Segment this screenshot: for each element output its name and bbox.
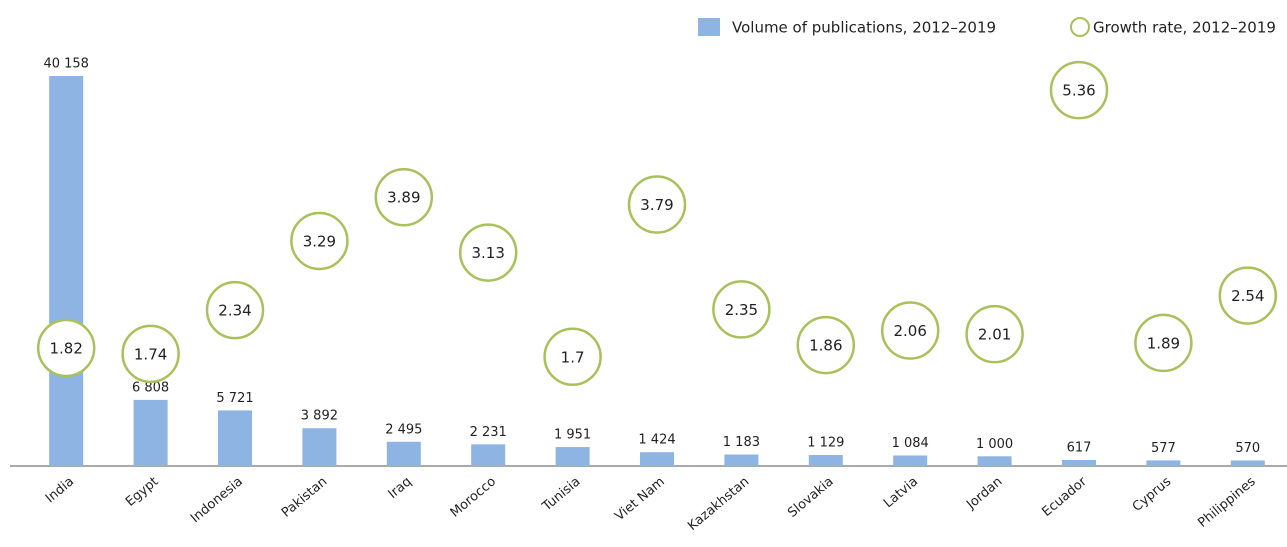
growth-label: 1.74 — [134, 345, 167, 363]
growth-marker — [374, 167, 434, 227]
x-tick-label: Tunisia — [539, 474, 583, 515]
value-label: 1 000 — [976, 437, 1013, 452]
bar — [49, 76, 84, 466]
value-label: 5 721 — [216, 391, 253, 406]
growth-marker — [36, 318, 96, 378]
growth-marker — [458, 223, 518, 282]
growth-label: 1.7 — [561, 348, 585, 366]
growth-label: 2.54 — [1231, 287, 1264, 305]
growth-marker — [712, 280, 771, 339]
bar — [386, 441, 421, 466]
bar — [1230, 460, 1265, 466]
value-label: 577 — [1151, 441, 1176, 456]
x-tick-label: Iraq — [386, 474, 415, 502]
x-tick-label: Philippines — [1195, 474, 1258, 531]
bar — [1062, 460, 1096, 466]
growth-marker — [1218, 266, 1278, 325]
value-label: 6 808 — [132, 380, 169, 395]
growth-label: 2.06 — [893, 322, 926, 340]
growth-label: 3.89 — [387, 189, 420, 207]
bar — [471, 444, 506, 466]
value-label: 40 158 — [43, 57, 89, 72]
x-tick-label: India — [43, 474, 77, 506]
growth-marker — [627, 175, 687, 234]
growth-label: 1.86 — [809, 337, 842, 355]
value-label: 2 495 — [385, 422, 422, 437]
value-label: 617 — [1067, 441, 1092, 456]
bar — [640, 452, 674, 466]
growth-label: 1.82 — [49, 340, 82, 358]
growth-label: 5.36 — [1062, 82, 1095, 100]
bar — [555, 447, 590, 466]
growth-marker — [796, 315, 856, 375]
legend-label: Volume of publications, 2012–2019 — [732, 19, 996, 37]
bar — [977, 456, 1012, 466]
growth-label: 3.13 — [471, 244, 504, 262]
legend-swatch — [698, 18, 720, 36]
bar — [302, 428, 337, 466]
bar — [1146, 460, 1181, 466]
bar — [808, 455, 843, 466]
value-label: 570 — [1235, 441, 1260, 456]
growth-marker — [1049, 60, 1109, 120]
growth-marker — [1134, 313, 1193, 373]
legend-swatch — [1070, 17, 1090, 37]
bar — [218, 410, 252, 466]
bar — [893, 455, 928, 466]
value-label: 1 951 — [554, 428, 591, 443]
x-tick-label: Ecuador — [1039, 474, 1090, 520]
x-tick-label: Egypt — [123, 474, 161, 510]
growth-marker — [290, 211, 349, 271]
legend-label: Growth rate, 2012–2019 — [1093, 19, 1276, 37]
growth-label: 3.79 — [640, 196, 673, 214]
growth-marker — [543, 327, 602, 386]
growth-marker — [965, 304, 1024, 364]
bar — [133, 399, 168, 466]
x-tick-label: Jordan — [963, 474, 1005, 513]
growth-label: 2.01 — [978, 326, 1011, 344]
growth-marker — [121, 324, 180, 384]
x-tick-label: Latvia — [881, 474, 921, 511]
growth-label: 1.89 — [1147, 334, 1180, 352]
growth-marker — [880, 301, 940, 360]
value-label: 1 183 — [723, 435, 760, 450]
x-tick-label: Kazakhstan — [685, 474, 752, 534]
growth-label: 3.29 — [303, 232, 336, 250]
value-label: 2 231 — [470, 425, 507, 440]
x-tick-label: Morocco — [448, 474, 499, 521]
value-label: 3 892 — [301, 409, 338, 424]
bar — [724, 454, 759, 466]
growth-label: 2.35 — [725, 301, 758, 319]
value-label: 1 424 — [638, 433, 675, 448]
x-tick-label: Indonesia — [188, 474, 246, 526]
value-label: 1 084 — [892, 436, 929, 451]
x-tick-label: Viet Nam — [612, 474, 667, 524]
x-tick-label: Pakistan — [279, 474, 330, 520]
x-tick-label: Slovakia — [785, 474, 836, 521]
growth-marker — [205, 280, 265, 340]
x-tick-label: Cyprus — [1130, 474, 1175, 515]
value-label: 1 129 — [807, 436, 844, 451]
growth-label: 2.34 — [218, 302, 251, 320]
